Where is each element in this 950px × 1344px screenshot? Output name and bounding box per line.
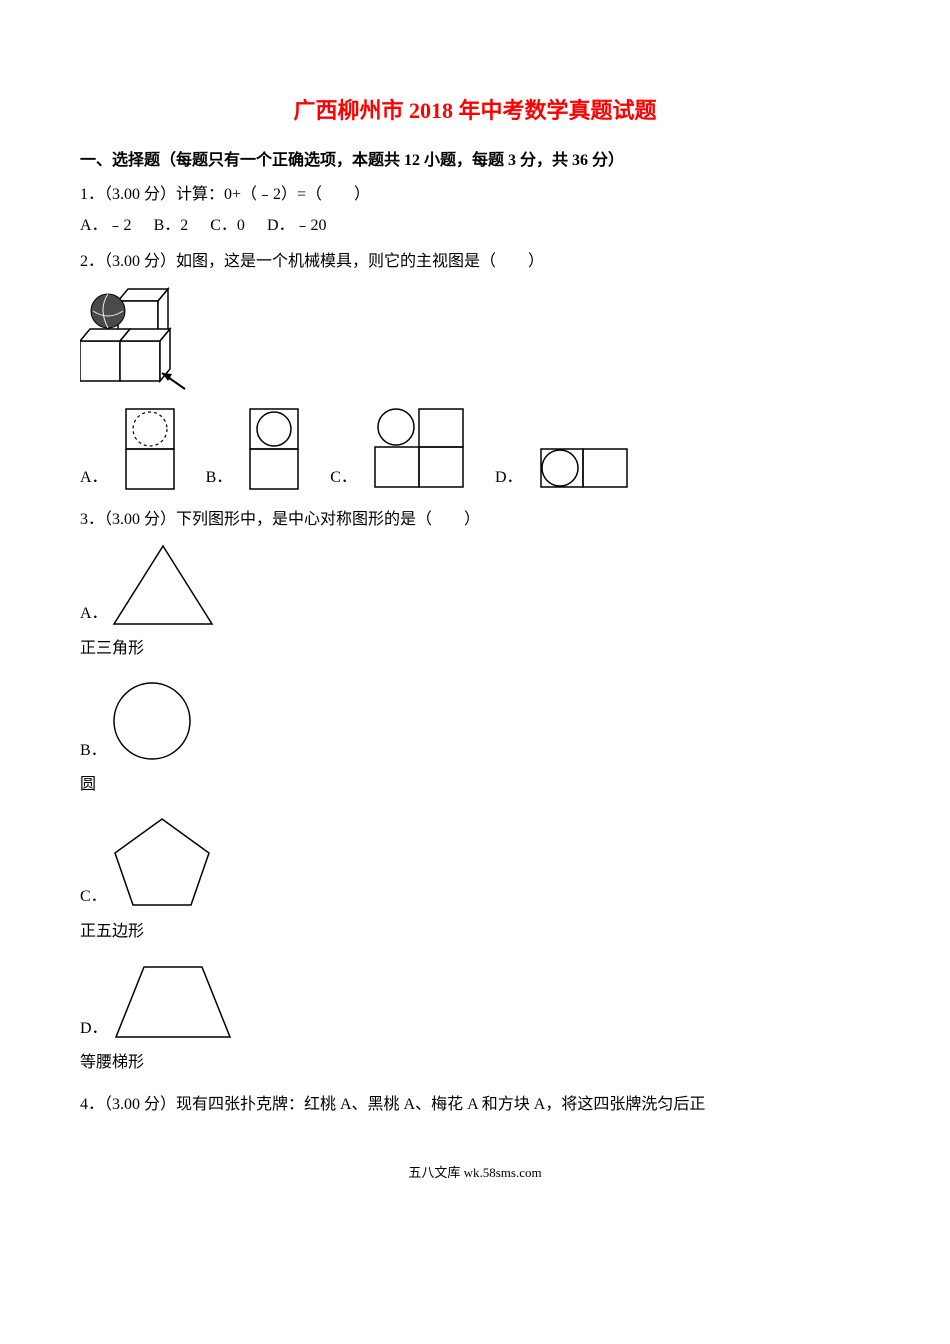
q3-opt-a-block: A． 正三角形 [80,540,870,664]
q2-label-b: B． [206,463,233,493]
page-footer: 五八文库 wk.58sms.com [80,1161,870,1186]
q3-caption-d: 等腰梯形 [80,1048,144,1078]
q2-label-c: C． [330,463,357,493]
q3-label-c: C． [80,882,107,912]
q2-main-figure [80,281,870,391]
q3-opt-b-block: B． 圆 [80,676,870,800]
q2-opt-d-icon [535,443,635,493]
q1-opt-a: A．﹣2 [80,211,132,241]
q1-text: 1．（3.00 分）计算：0+（﹣2）=（ ） [80,180,870,210]
q3-caption-c: 正五边形 [80,917,144,947]
q2-label-d: D． [495,463,523,493]
q1-opt-c: C．0 [210,211,245,241]
q3-caption-a: 正三角形 [80,634,144,664]
q2-label-a: A． [80,463,108,493]
q3-label-b: B． [80,736,107,766]
q2-opt-b-icon [244,403,304,493]
q1-opt-b: B．2 [154,211,189,241]
q3-circle-icon [107,676,197,766]
section-1-header: 一、选择题（每题只有一个正确选项，本题共 12 小题，每题 3 分，共 36 分… [80,146,870,176]
q2-text: 2．（3.00 分）如图，这是一个机械模具，则它的主视图是（ ） [80,247,870,277]
q3-label-d: D． [80,1014,108,1044]
q3-label-a: A． [80,599,108,629]
q3-text: 3．（3.00 分）下列图形中，是中心对称图形的是（ ） [80,505,870,535]
q1-opt-d: D．﹣20 [267,211,327,241]
exam-title: 广西柳州市 2018 年中考数学真题试题 [80,90,870,132]
q1-options: A．﹣2 B．2 C．0 D．﹣20 [80,211,870,241]
q4-text: 4．（3.00 分）现有四张扑克牌：红桃 A、黑桃 A、梅花 A 和方块 A，将… [80,1090,870,1120]
q2-opt-a-icon [120,403,180,493]
q3-caption-b: 圆 [80,770,96,800]
exam-page: 广西柳州市 2018 年中考数学真题试题 一、选择题（每题只有一个正确选项，本题… [0,0,950,1225]
q2-3d-model-icon [80,281,190,391]
q3-opt-d-block: D． 等腰梯形 [80,959,870,1078]
q3-trapezoid-icon [108,959,238,1044]
q3-opt-c-block: C． 正五边形 [80,813,870,947]
q3-pentagon-icon [107,813,217,913]
q3-triangle-icon [108,540,218,630]
q2-options-row: A． B． C． D． [80,403,870,493]
q2-opt-c-icon [369,403,469,493]
